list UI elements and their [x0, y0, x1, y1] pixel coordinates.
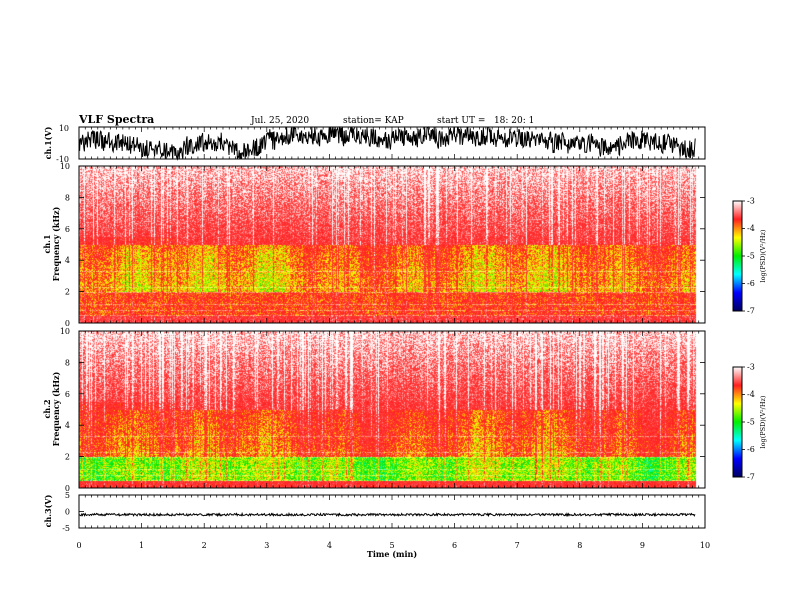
spectrogram-ytick-label: 2: [65, 453, 70, 462]
ch2-spectrogram-panel: 10 8 6 4 2 0 ch.2 Frequency (kHz): [42, 327, 706, 493]
colorbar-tick-label: -7: [747, 307, 755, 316]
figure-title: VLF Spectra: [78, 113, 154, 126]
time-tick-label: 9: [640, 541, 645, 550]
colorbar-tick-label: -3: [747, 363, 755, 372]
ch1-spectrogram-panel: 10 8 6 4 2 0 ch.1 Frequency (kHz): [42, 162, 706, 328]
spectrogram-ytick-label: 0: [65, 484, 70, 493]
ch2-frequency-label: Frequency (kHz): [51, 371, 61, 446]
time-tick-label: 10: [700, 541, 710, 550]
colorbar-tick-label: -6: [747, 279, 755, 288]
spectrogram-ytick-label: 6: [65, 225, 70, 234]
colorbar-tick-label: -7: [747, 473, 755, 482]
ch2-spectrogram-image: [79, 331, 705, 488]
station-label: station= KAP: [343, 116, 404, 126]
ch3-waveform-ylabel: ch.3(V): [43, 494, 53, 527]
time-tick-label: 1: [139, 541, 144, 550]
ch2-colorbar-label: log(PSD)(V²/Hz): [759, 395, 767, 448]
ch2-colorbar: -3 -4 -5 -6 -7 log(PSD)(V²/Hz): [732, 363, 767, 482]
spectrogram-ytick-label: 0: [65, 319, 70, 328]
colorbar-tick-label: -3: [747, 197, 755, 206]
time-axis-label: Time (min): [367, 549, 417, 559]
spectrogram-ytick-label: 10: [60, 327, 70, 336]
colorbar-tick-label: -6: [747, 445, 755, 454]
spectrogram-ytick-label: 4: [65, 256, 70, 265]
ch3-waveform-line: [79, 511, 696, 518]
ch1-colorbar-gradient: [733, 201, 742, 311]
spectrogram-ytick-label: 8: [65, 358, 70, 367]
ch3-ytick-label: 0: [65, 508, 70, 517]
start-ut-label: start UT = 18: 20: 1: [437, 116, 534, 126]
spectrogram-ytick-label: 8: [65, 193, 70, 202]
ch1-frequency-label: Frequency (kHz): [51, 206, 61, 281]
colorbar-tick-label: -4: [747, 390, 755, 399]
ch1-ytick-bottom: -10: [56, 155, 69, 164]
ch1-ytick-top: 10: [59, 124, 69, 133]
time-tick-label: 4: [327, 541, 332, 550]
ch3-ytick-label: 5: [65, 491, 70, 500]
ch1-colorbar: -3 -4 -5 -6 -7 log(PSD)(V²/Hz): [732, 197, 767, 316]
ch1-waveform-line: [78, 126, 696, 161]
time-tick-label: 3: [264, 541, 269, 550]
ch2-spectrogram-ylabel: ch.2: [42, 399, 52, 418]
ch2-colorbar-gradient: [733, 367, 742, 477]
time-tick-label: 2: [202, 541, 207, 550]
time-tick-label: 0: [76, 541, 81, 550]
ch1-spectrogram-image: [79, 166, 705, 323]
ch3-waveform-panel: 50-5 ch.3(V) 0 1 2 3 4 5 6 7 8 9 10 Time (min): [43, 127, 710, 559]
colorbar-tick-label: -5: [747, 418, 755, 427]
colorbar-tick-label: -4: [747, 224, 755, 233]
spectrogram-ytick-label: 4: [65, 421, 70, 430]
ch1-colorbar-label: log(PSD)(V²/Hz): [759, 229, 767, 282]
time-tick-label: 8: [577, 541, 582, 550]
date-label: Jul. 25, 2020: [250, 116, 309, 126]
spectrogram-ytick-label: 6: [65, 390, 70, 399]
ch1-waveform-panel: 10 -10 ch.1(V): [43, 124, 706, 164]
ch3-ytick-label: -5: [62, 524, 70, 533]
ch1-waveform-ylabel: ch.1(V): [43, 126, 53, 159]
time-tick-label: 5: [389, 541, 394, 550]
ch1-spectrogram-ylabel: ch.1: [42, 234, 52, 253]
spectrogram-ytick-label: 10: [60, 162, 70, 171]
spectrogram-ytick-label: 2: [65, 288, 70, 297]
time-tick-label: 6: [452, 541, 457, 550]
colorbar-tick-label: -5: [747, 252, 755, 261]
time-tick-label: 7: [515, 541, 520, 550]
